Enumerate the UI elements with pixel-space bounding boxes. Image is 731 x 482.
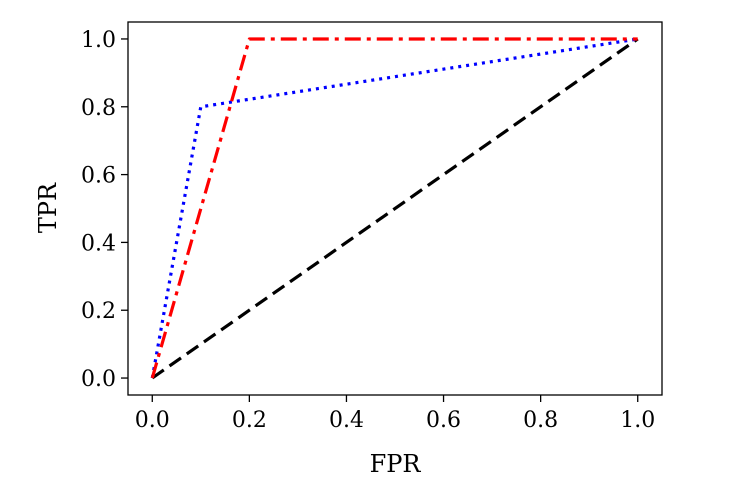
series-group (150, 37, 639, 380)
y-tick-label: 0.6 (81, 164, 116, 189)
chance-line (151, 37, 639, 380)
x-tick-label: 0.4 (329, 408, 364, 433)
x-tick-label: 0.2 (232, 408, 267, 433)
x-tick-label: 1.0 (620, 408, 655, 433)
y-tick-label: 0.0 (81, 367, 116, 392)
roc-curve-dotted (150, 37, 638, 379)
y-tick-label: 0.4 (81, 231, 116, 256)
x-tick-label: 0.6 (426, 408, 461, 433)
y-axis-label: TPR (34, 182, 62, 233)
y-tick-label: 0.8 (81, 96, 116, 121)
y-tick-label: 1.0 (81, 28, 116, 53)
y-tick-label: 0.2 (81, 299, 116, 324)
x-axis-label: FPR (370, 450, 422, 478)
x-tick-label: 0.0 (135, 408, 170, 433)
ticks: 0.0 0.2 0.4 0.6 0.8 1.0 0.0 0.2 0.4 0.6 0.8 1.0 (81, 28, 655, 433)
x-tick-label: 0.8 (523, 408, 558, 433)
plot-frame (127, 21, 663, 396)
roc-curve-dashdot (150, 37, 638, 379)
